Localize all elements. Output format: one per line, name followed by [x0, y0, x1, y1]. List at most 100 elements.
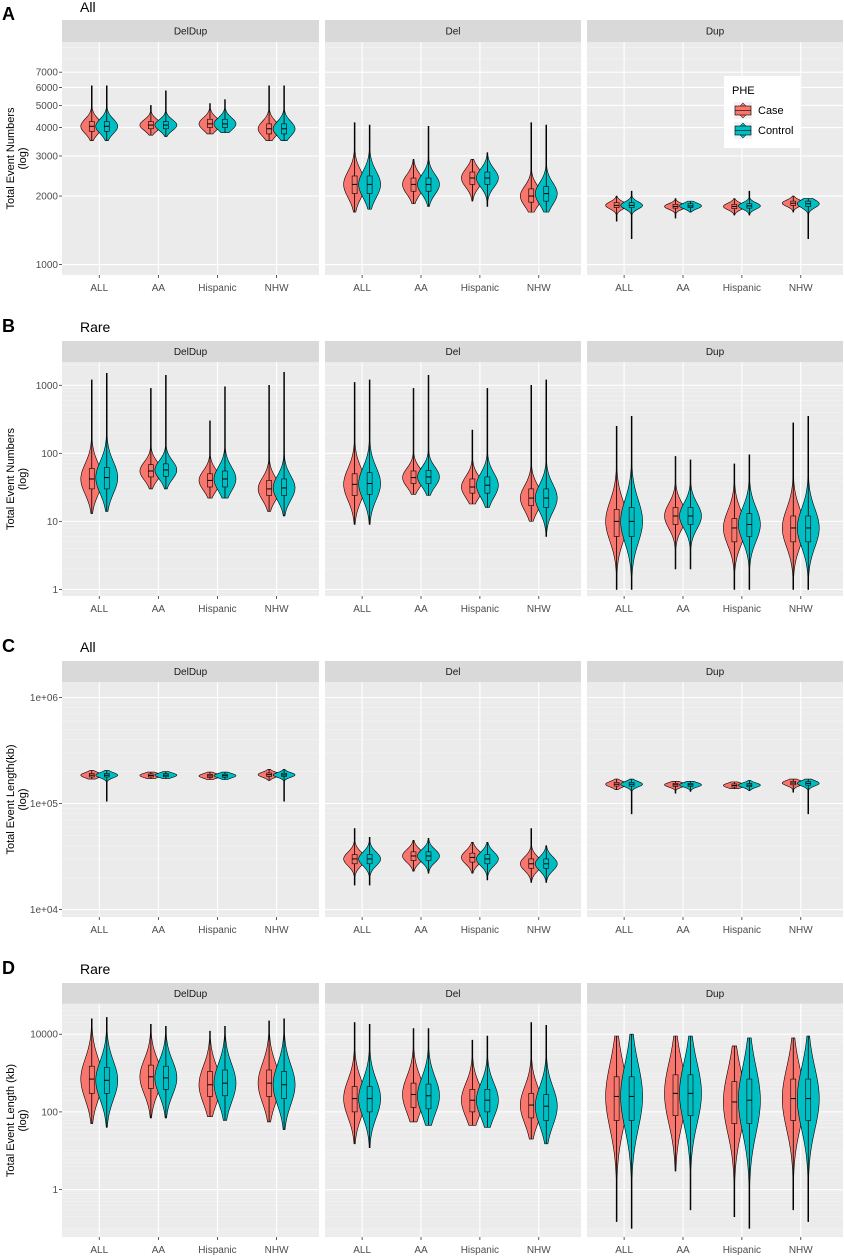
y-tick-label: 6000: [36, 83, 59, 94]
box: [103, 467, 110, 490]
legend-label-case: Case: [758, 105, 784, 117]
facet-dup: Dup ALL AA Hispanic NHW: [587, 20, 843, 294]
facet-deldup: DelDup ALL AA Hispanic NHW: [62, 341, 319, 615]
box: [687, 1074, 694, 1116]
panel-letter: A: [2, 4, 15, 24]
x-tick-label: NHW: [789, 604, 813, 615]
x-tick-label: ALL: [615, 604, 633, 615]
x-tick-label: AA: [676, 1245, 690, 1256]
chart-d: D Rare Total Event Length (kb) (log) 1 100 100…: [2, 958, 843, 1256]
panel-title: Rare: [80, 961, 111, 977]
y-tick-label: 2000: [36, 192, 59, 203]
facet-strip-label: DelDup: [174, 989, 208, 1000]
x-tick-label: AA: [414, 283, 428, 294]
facet-strip-label: DelDup: [174, 27, 208, 38]
y-tick-label: 7000: [36, 68, 59, 79]
legend-label-control: Control: [758, 125, 793, 137]
box: [543, 1094, 550, 1121]
box: [731, 1081, 738, 1124]
y-tick-label: 100: [41, 449, 58, 460]
x-tick-label: NHW: [527, 604, 551, 615]
x-tick-label: ALL: [90, 925, 108, 936]
y-tick-label: 1000: [36, 381, 59, 392]
x-tick-label: ALL: [615, 925, 633, 936]
x-tick-label: Hispanic: [723, 604, 761, 615]
panel-title: All: [80, 639, 96, 655]
facet-strip: [62, 661, 319, 682]
panel-title: All: [80, 0, 96, 15]
x-tick-label: NHW: [789, 925, 813, 936]
x-tick-label: Hispanic: [723, 283, 761, 294]
x-tick-label: NHW: [265, 1245, 289, 1256]
x-tick-label: ALL: [353, 604, 371, 615]
x-tick-label: NHW: [527, 283, 551, 294]
box: [281, 478, 287, 496]
x-tick-label: NHW: [265, 604, 289, 615]
x-tick-label: ALL: [90, 604, 108, 615]
box: [469, 478, 476, 494]
panel-letter: B: [2, 316, 15, 336]
x-tick-label: NHW: [265, 283, 289, 294]
y-tick-label: 1: [52, 1185, 58, 1196]
facet-dup: Dup ALL AA Hispanic NHW: [587, 341, 843, 615]
x-tick-label: ALL: [90, 283, 108, 294]
x-tick-label: NHW: [789, 283, 813, 294]
y-tick-label: 1e+04: [30, 905, 59, 916]
facet-strip-label: Dup: [706, 347, 725, 358]
facet-dup: Dup ALL AA Hispanic NHW: [587, 983, 843, 1256]
y-tick-label: 3000: [36, 151, 59, 162]
x-tick-label: AA: [152, 604, 166, 615]
y-tick-label: 4000: [36, 123, 59, 134]
x-tick-label: ALL: [90, 1245, 108, 1256]
chart-c: C All Total Event Length(kb) (log) 1e+04 1e+0…: [2, 636, 843, 936]
x-tick-label: AA: [152, 1245, 166, 1256]
box: [790, 1078, 797, 1121]
x-tick-label: Hispanic: [198, 283, 236, 294]
panel-background: [587, 682, 843, 917]
facet-strip: [587, 661, 843, 682]
box: [528, 1093, 535, 1119]
x-tick-label: AA: [676, 283, 690, 294]
facet-strip: [587, 983, 843, 1004]
facet-strip: [587, 20, 843, 42]
y-tick-label: 5000: [36, 101, 59, 112]
y-tick-label: 1e+06: [30, 693, 59, 704]
box: [672, 1074, 679, 1116]
x-tick-label: Hispanic: [461, 1245, 499, 1256]
panel-background: [62, 682, 319, 917]
x-tick-label: Hispanic: [198, 604, 236, 615]
x-tick-label: ALL: [615, 283, 633, 294]
panel-background: [325, 682, 581, 917]
y-axis-title: Total Event Numbers: [5, 107, 17, 210]
facet-strip: [325, 661, 581, 682]
box: [222, 118, 228, 128]
facet-strip-label: Dup: [706, 27, 725, 38]
panel-title: Rare: [80, 319, 111, 335]
box: [207, 118, 213, 128]
box: [805, 515, 812, 543]
y-axis-title: Total Event Length (kb): [5, 1064, 17, 1177]
x-tick-label: AA: [152, 925, 166, 936]
x-tick-label: NHW: [527, 925, 551, 936]
y-axis-title: Total Event Numbers: [5, 427, 17, 530]
box: [805, 1078, 812, 1121]
chart-a: A All Total Event Numbers (log) 1000 2000 3000…: [2, 0, 843, 294]
y-axis-title: Total Event Length(kb): [5, 744, 17, 854]
panel-background: [587, 42, 843, 275]
box: [746, 1078, 753, 1124]
panel-letter: D: [2, 958, 15, 978]
box: [746, 513, 753, 537]
y-axis-title: (log): [17, 468, 29, 490]
facet-strip: [325, 983, 581, 1004]
x-tick-label: AA: [414, 925, 428, 936]
box: [613, 509, 620, 537]
panel-letter: C: [2, 636, 15, 656]
y-axis-title: (log): [17, 788, 29, 810]
x-tick-label: ALL: [353, 1245, 371, 1256]
y-tick-label: 1000: [36, 260, 59, 271]
facet-strip-label: DelDup: [174, 667, 208, 678]
box: [207, 1071, 213, 1097]
x-tick-label: NHW: [527, 1245, 551, 1256]
